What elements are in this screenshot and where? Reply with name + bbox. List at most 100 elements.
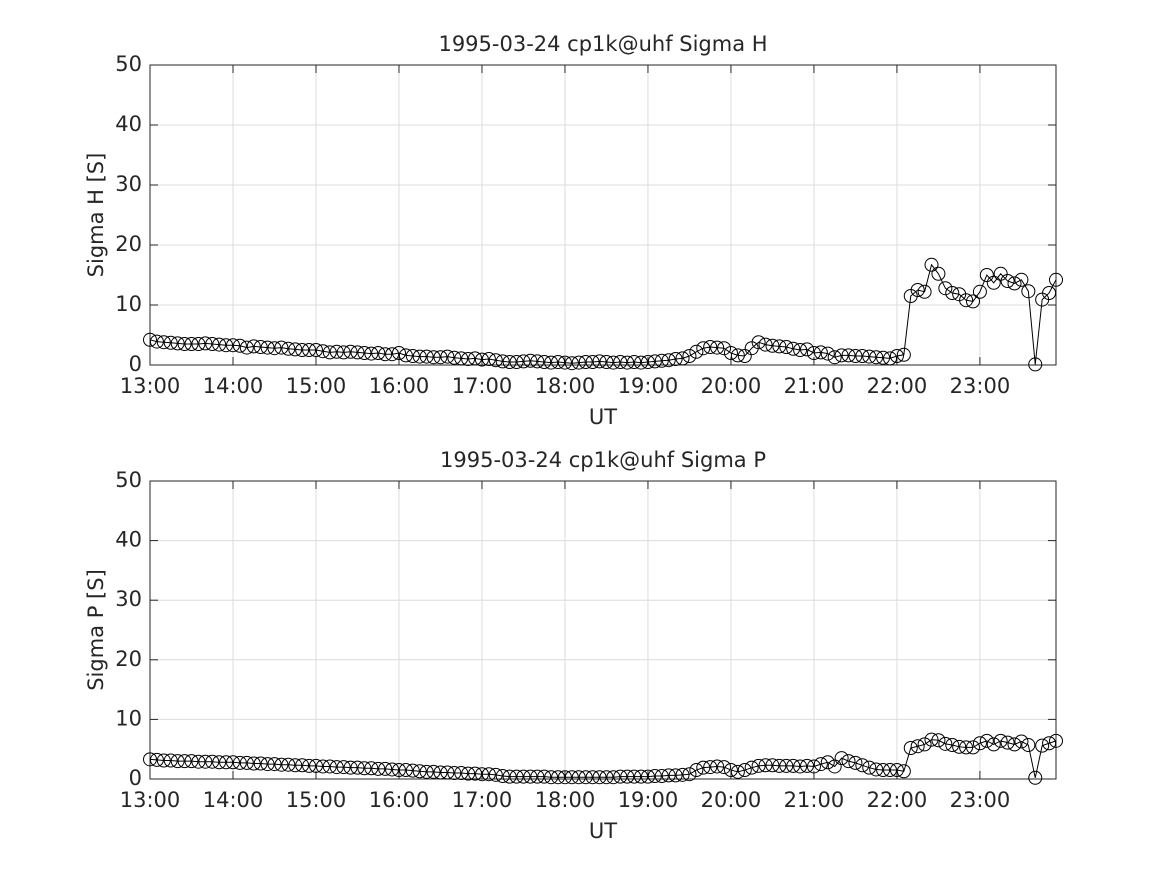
y-axis-label: Sigma P [S] xyxy=(84,569,108,691)
marker xyxy=(474,767,489,782)
marker xyxy=(945,286,960,300)
x-tick-label: 16:00 xyxy=(369,788,430,812)
marker xyxy=(350,345,365,360)
x-tick-label: 14:00 xyxy=(203,374,264,398)
axes-box xyxy=(149,64,1057,366)
marker xyxy=(143,752,157,767)
marker xyxy=(675,351,690,366)
x-tick-label: 23:00 xyxy=(950,374,1011,398)
marker xyxy=(869,762,884,777)
marker xyxy=(288,758,303,773)
marker xyxy=(274,757,289,772)
marker xyxy=(447,350,462,365)
marker xyxy=(1021,738,1036,753)
marker xyxy=(225,338,240,353)
marker xyxy=(329,344,344,359)
marker xyxy=(959,740,974,755)
marker xyxy=(966,740,981,755)
marker xyxy=(703,340,718,354)
marker xyxy=(924,257,939,272)
marker xyxy=(751,335,766,350)
marker xyxy=(468,766,483,781)
y-tick-label: 20 xyxy=(115,647,142,671)
marker xyxy=(564,770,579,785)
marker xyxy=(481,767,496,782)
marker xyxy=(661,768,676,783)
marker xyxy=(329,760,344,775)
marker xyxy=(509,355,524,369)
marker xyxy=(219,338,234,353)
marker xyxy=(786,758,801,773)
marker xyxy=(813,345,828,360)
marker xyxy=(896,347,911,362)
x-tick-label: 14:00 xyxy=(203,788,264,812)
marker xyxy=(723,346,738,360)
marker xyxy=(654,769,669,784)
marker xyxy=(198,336,213,351)
marker xyxy=(302,758,317,773)
marker xyxy=(710,340,725,355)
x-tick-label: 15:00 xyxy=(286,788,347,812)
marker xyxy=(779,758,794,773)
marker xyxy=(620,769,635,784)
marker xyxy=(308,758,323,773)
marker xyxy=(419,349,434,364)
marker xyxy=(322,345,337,360)
marker xyxy=(723,763,738,778)
marker xyxy=(578,355,593,369)
marker xyxy=(585,770,600,785)
marker xyxy=(793,343,808,357)
y-tick-label: 0 xyxy=(129,766,142,790)
marker xyxy=(606,355,621,370)
marker xyxy=(689,344,704,359)
marker xyxy=(212,755,227,770)
y-tick-label: 0 xyxy=(129,352,142,376)
x-tick-label: 13:00 xyxy=(120,374,181,398)
marker xyxy=(675,767,690,782)
marker xyxy=(627,355,642,369)
marker xyxy=(696,341,711,356)
marker xyxy=(239,340,254,355)
marker xyxy=(668,768,683,783)
marker xyxy=(993,733,1008,748)
marker xyxy=(530,354,545,369)
marker xyxy=(225,755,240,770)
marker xyxy=(848,349,863,363)
y-tick-label: 40 xyxy=(115,528,142,552)
marker xyxy=(246,339,261,354)
marker xyxy=(288,342,303,357)
marker xyxy=(398,348,413,363)
marker xyxy=(827,350,842,365)
marker xyxy=(371,346,386,360)
y-axis-label: Sigma H [S] xyxy=(84,153,108,278)
marker xyxy=(578,770,593,785)
marker xyxy=(260,340,275,355)
marker xyxy=(806,759,821,774)
axes-box xyxy=(149,480,1057,780)
marker xyxy=(426,350,441,365)
marker xyxy=(876,763,891,778)
marker xyxy=(889,763,904,778)
marker xyxy=(371,761,386,776)
marker xyxy=(184,754,199,769)
y-tick-label: 50 xyxy=(115,468,142,492)
marker xyxy=(772,339,787,354)
marker xyxy=(1000,274,1015,288)
marker xyxy=(184,337,199,351)
marker xyxy=(551,355,566,369)
marker xyxy=(495,354,510,369)
marker xyxy=(793,759,808,774)
marker xyxy=(281,757,296,772)
marker xyxy=(571,770,586,785)
marker xyxy=(841,754,856,769)
marker xyxy=(1028,770,1043,785)
marker xyxy=(717,760,732,775)
marker xyxy=(412,349,427,364)
marker xyxy=(813,757,828,772)
marker xyxy=(295,343,310,357)
marker xyxy=(509,769,524,784)
plot-area xyxy=(150,65,1056,365)
marker xyxy=(592,770,607,785)
marker xyxy=(772,758,787,773)
marker xyxy=(903,741,918,756)
